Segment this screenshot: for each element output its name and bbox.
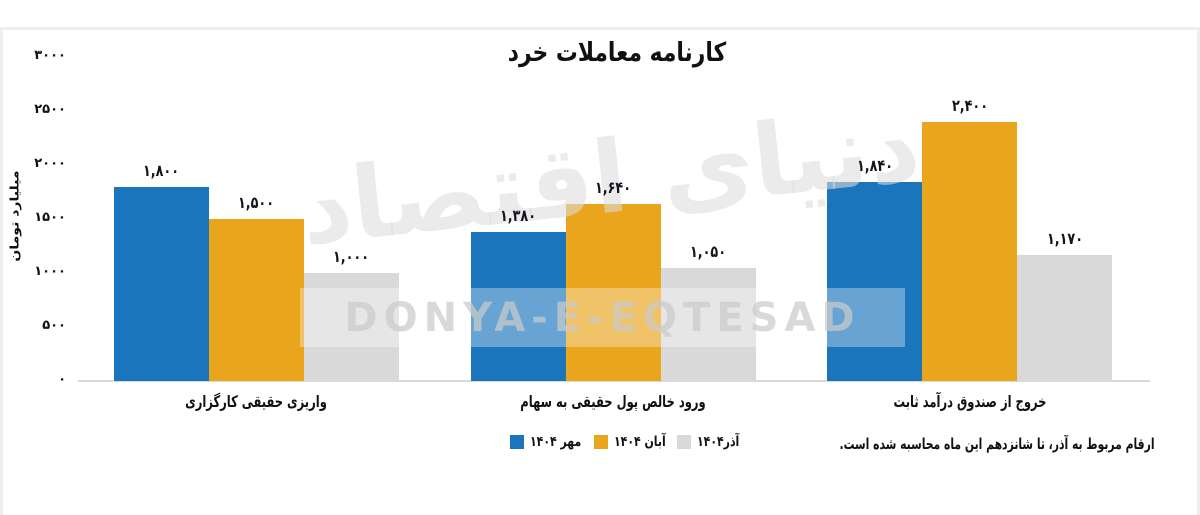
y-tick-label: ۵۰۰ [42,318,66,333]
bar-category1-series2 [208,219,304,381]
bar-value-label: ۱,۳۸۰ [499,205,537,225]
bar-value-label: ۱,۱۷۰ [1046,228,1083,248]
legend-swatch [593,435,608,449]
legend-label: مهر ۱۴۰۴ [530,434,582,450]
bar-value-label: ۲,۴۰۰ [951,95,988,115]
category-label: واریزی حقیقی کارگزاری [185,392,328,411]
bar-category2-series1 [470,231,566,381]
legend-swatch [677,435,692,449]
page-top-divider [0,27,1200,30]
legend-label: آذر۱۴۰۴ [697,434,740,450]
bar-category2-series2 [565,203,661,381]
chart-title: کارنامه معاملات خرد [507,38,727,68]
category-label: خروج از صندوق درآمد ثابت [893,392,1047,411]
legend-label: آبان ۱۴۰۴ [613,434,666,450]
footnote: ارقام مربوط به آذر، تا شانزدهم این ماه م… [839,435,1155,453]
bar-category1-series3 [303,273,399,381]
y-tick-label: ۰ [58,372,66,387]
page-right-edge [1197,30,1200,515]
bar-value-label: ۱,۸۰۰ [143,160,180,180]
legend: مهر ۱۴۰۴ آبان ۱۴۰۴ آذر۱۴۰۴ [360,434,890,450]
bar-value-label: ۱,۸۴۰ [856,156,893,176]
y-tick-label: ۱۵۰۰ [34,210,66,225]
y-axis-title: میلیارد تومان [8,170,22,262]
y-tick-label: ۲۰۰۰ [34,156,66,171]
y-tick-label: ۲۵۰۰ [34,102,66,117]
page-left-edge [0,30,3,515]
bar-value-label: ۱,۶۴۰ [594,177,632,197]
x-axis-line [78,380,1150,382]
legend-item-series3: آذر۱۴۰۴ [677,434,740,450]
bar-value-label: ۱,۰۰۰ [333,247,370,266]
bar-category2-series3 [660,267,756,381]
bar-category3-series3 [1017,254,1113,381]
bar-value-label: ۱,۵۰۰ [238,193,275,212]
bar-category1-series1 [113,186,209,381]
category-label: ورود خالص پول حقیقی به سهام [520,392,706,411]
bar-value-label: ۱,۰۵۰ [689,241,727,261]
bar-category3-series2 [922,121,1018,381]
y-tick-label: ۳۰۰۰ [34,48,66,63]
legend-swatch [510,435,525,449]
legend-item-series1: مهر ۱۴۰۴ [510,434,582,450]
bar-category3-series1 [827,182,923,381]
watermark-band: DONYA-E-EQTESAD [300,288,905,347]
legend-item-series2: آبان ۱۴۰۴ [593,434,666,450]
y-tick-label: ۱۰۰۰ [34,264,66,279]
watermark-latin-text: DONYA-E-EQTESAD [344,294,861,341]
